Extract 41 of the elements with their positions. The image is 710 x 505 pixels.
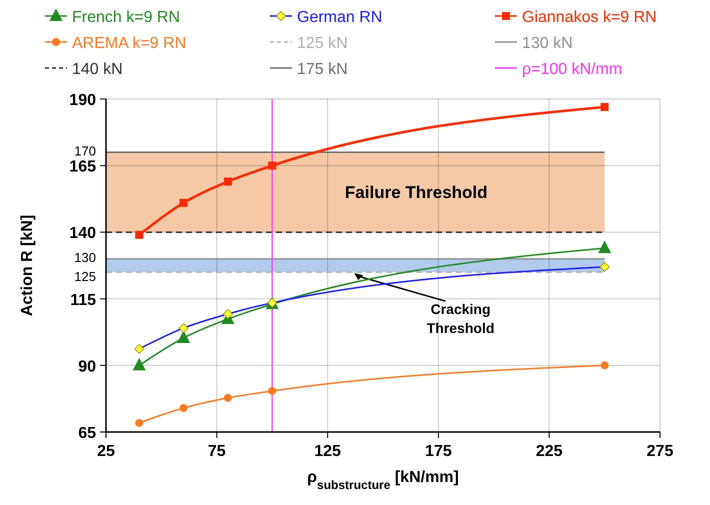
point [268, 386, 276, 395]
x-axis-title: ρ$_{substructure}$ [kN/mm] [307, 469, 459, 492]
y-tick-label: 115 [70, 292, 96, 309]
point [600, 361, 609, 370]
point [224, 178, 232, 186]
legend-label: Giannakos k=9 RN [522, 9, 657, 26]
y-tick-label: 130 [74, 250, 96, 265]
y-tick-label: 125 [74, 269, 96, 284]
legend-label: 125 kN [297, 35, 348, 52]
legend-label: French k=9 RN [72, 9, 180, 26]
point [268, 162, 276, 170]
y-tick-label: 140 [69, 225, 96, 242]
point [177, 330, 190, 343]
legend-label: 130 kN [522, 35, 573, 52]
legend-label: German RN [297, 9, 382, 26]
y-tick-label: 190 [69, 92, 96, 109]
x-tick-label: 75 [208, 443, 226, 460]
y-tick-label: 65 [78, 425, 96, 442]
band-label: Cracking Threshold [426, 301, 494, 336]
x-tick-label: 25 [97, 443, 115, 460]
point [180, 404, 188, 412]
legend-label: AREMA k=9 RN [72, 35, 186, 52]
legend-label: 140 kN [72, 61, 123, 78]
y-axis-title: Action R [kN] [19, 214, 36, 316]
y-tick-label: 170 [74, 143, 96, 158]
x-tick-label: 275 [646, 443, 674, 460]
point [224, 394, 232, 402]
legend-label: 175 kN [297, 61, 348, 78]
y-tick-label: 90 [78, 358, 96, 376]
point [598, 240, 612, 254]
band-label: Failure Threshold [344, 183, 488, 202]
x-tick-label: 125 [314, 443, 342, 460]
x-tick-label: 225 [536, 443, 563, 460]
x-tick-label: 175 [425, 443, 452, 460]
point [135, 230, 144, 239]
point [600, 102, 609, 111]
point [135, 418, 144, 427]
legend-label: ρ=100 kN/mm [522, 61, 622, 78]
point [132, 358, 146, 370]
y-tick-label: 165 [69, 158, 96, 176]
point [180, 198, 188, 207]
